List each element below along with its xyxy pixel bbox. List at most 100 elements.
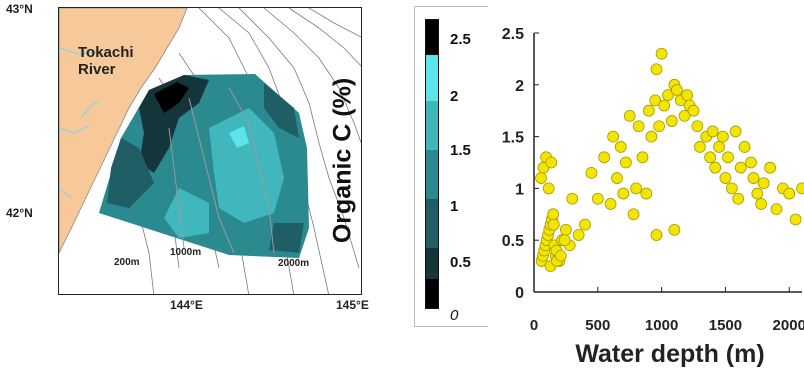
- data-point: [719, 172, 732, 184]
- bathymetry-map: [59, 8, 361, 294]
- x-tick-label: 2000: [773, 317, 804, 334]
- data-point: [757, 177, 770, 190]
- colorbar-band-1: [426, 54, 438, 101]
- data-point: [665, 115, 678, 127]
- data-point: [640, 187, 653, 200]
- colorbar-title: Organic C (%): [328, 77, 357, 244]
- x-tick-label: 1500: [709, 317, 742, 334]
- data-point: [671, 84, 683, 96]
- data-point: [681, 89, 694, 102]
- data-point: [653, 120, 665, 133]
- data-point: [604, 198, 617, 210]
- organic-carbon-area: [99, 74, 309, 258]
- data-point: [636, 151, 649, 164]
- lon-right-label: 145°E: [336, 298, 369, 312]
- colorbar-band-6: [426, 279, 438, 308]
- data-point: [547, 208, 560, 221]
- data-point: [738, 141, 751, 153]
- data-point: [554, 249, 567, 262]
- colorbar-tick-1.5: 1.5: [450, 142, 471, 159]
- data-point: [650, 63, 663, 76]
- data-point: [694, 141, 706, 153]
- data-point: [614, 141, 627, 153]
- chart-points: [535, 47, 804, 273]
- data-point: [607, 130, 620, 143]
- data-point: [627, 208, 640, 221]
- data-point: [572, 229, 585, 241]
- data-point: [751, 187, 764, 200]
- y-tick-label: 2.5: [502, 26, 524, 43]
- data-point: [623, 109, 636, 122]
- data-point: [678, 109, 691, 122]
- data-point: [598, 151, 611, 164]
- data-point: [747, 172, 760, 184]
- data-point: [591, 192, 604, 205]
- y-tick-label: 0: [515, 285, 524, 302]
- data-point: [729, 125, 742, 138]
- x-axis-label: Water depth (m): [575, 340, 764, 368]
- data-point: [585, 166, 598, 179]
- data-point: [691, 120, 704, 133]
- lat-bottom-label: 42°N: [6, 206, 33, 220]
- map-panel: [58, 7, 362, 295]
- data-point: [542, 182, 555, 195]
- colorbar: [425, 19, 439, 309]
- data-point: [706, 125, 719, 138]
- data-point: [668, 223, 681, 236]
- y-tick-label: 0.5: [502, 233, 524, 250]
- data-point: [547, 218, 560, 231]
- colorbar-band-5: [426, 247, 438, 280]
- x-tick-label: 1000: [645, 317, 678, 334]
- data-point: [755, 198, 768, 210]
- data-point: [725, 182, 738, 195]
- colorbar-tick-2: 2: [450, 88, 459, 105]
- colorbar-band-0: [426, 20, 438, 55]
- data-point: [632, 120, 645, 133]
- colorbar-band-3: [426, 149, 438, 199]
- data-point: [649, 94, 662, 107]
- chart-ticks: 0 0.5 1 1.5 2 2.5 0 500 1000 1500 2000: [502, 26, 804, 334]
- colorbar-tick-2.5: 2.5: [450, 31, 471, 48]
- data-point: [645, 130, 658, 143]
- data-point: [783, 187, 796, 200]
- tokachi-river-line: [59, 47, 100, 199]
- data-point: [796, 182, 804, 195]
- data-point: [566, 192, 579, 205]
- x-tick-label: 500: [585, 317, 610, 334]
- lat-top-label: 43°N: [6, 2, 33, 16]
- colorbar-band-2: [426, 100, 438, 150]
- lon-left-label: 144°E: [170, 298, 203, 312]
- scatter-chart: 0 0.5 1 1.5 2 2.5 0 500 1000 1500 2000 Water depth…: [502, 26, 804, 368]
- data-point: [770, 203, 783, 216]
- depth-label-1000: 1000m: [170, 247, 202, 258]
- data-point: [732, 192, 745, 205]
- data-point: [630, 182, 642, 195]
- data-point: [704, 151, 717, 164]
- data-point: [642, 104, 655, 117]
- y-tick-label: 2: [515, 78, 524, 95]
- data-point: [560, 223, 572, 236]
- colorbar-tick-0.5: 0.5: [450, 254, 471, 271]
- data-point: [713, 141, 725, 153]
- data-point: [764, 161, 776, 174]
- y-tick-label: 1.5: [502, 130, 524, 147]
- river-label-line2: River: [78, 61, 116, 78]
- data-point: [579, 218, 591, 231]
- data-point: [716, 130, 729, 143]
- depth-label-2000: 2000m: [278, 258, 310, 269]
- data-point: [617, 187, 630, 200]
- data-point: [655, 47, 668, 60]
- colorbar-tick-1: 1: [450, 198, 459, 215]
- land-area: [59, 8, 188, 254]
- data-point: [658, 99, 671, 112]
- data-point: [650, 229, 663, 241]
- data-point: [611, 172, 623, 184]
- data-point: [619, 156, 632, 169]
- data-point: [662, 89, 674, 102]
- colorbar-band-4: [426, 198, 438, 248]
- data-point: [734, 161, 747, 174]
- data-point: [745, 156, 757, 169]
- data-point: [709, 161, 722, 174]
- data-point: [558, 234, 571, 247]
- data-point: [545, 156, 558, 169]
